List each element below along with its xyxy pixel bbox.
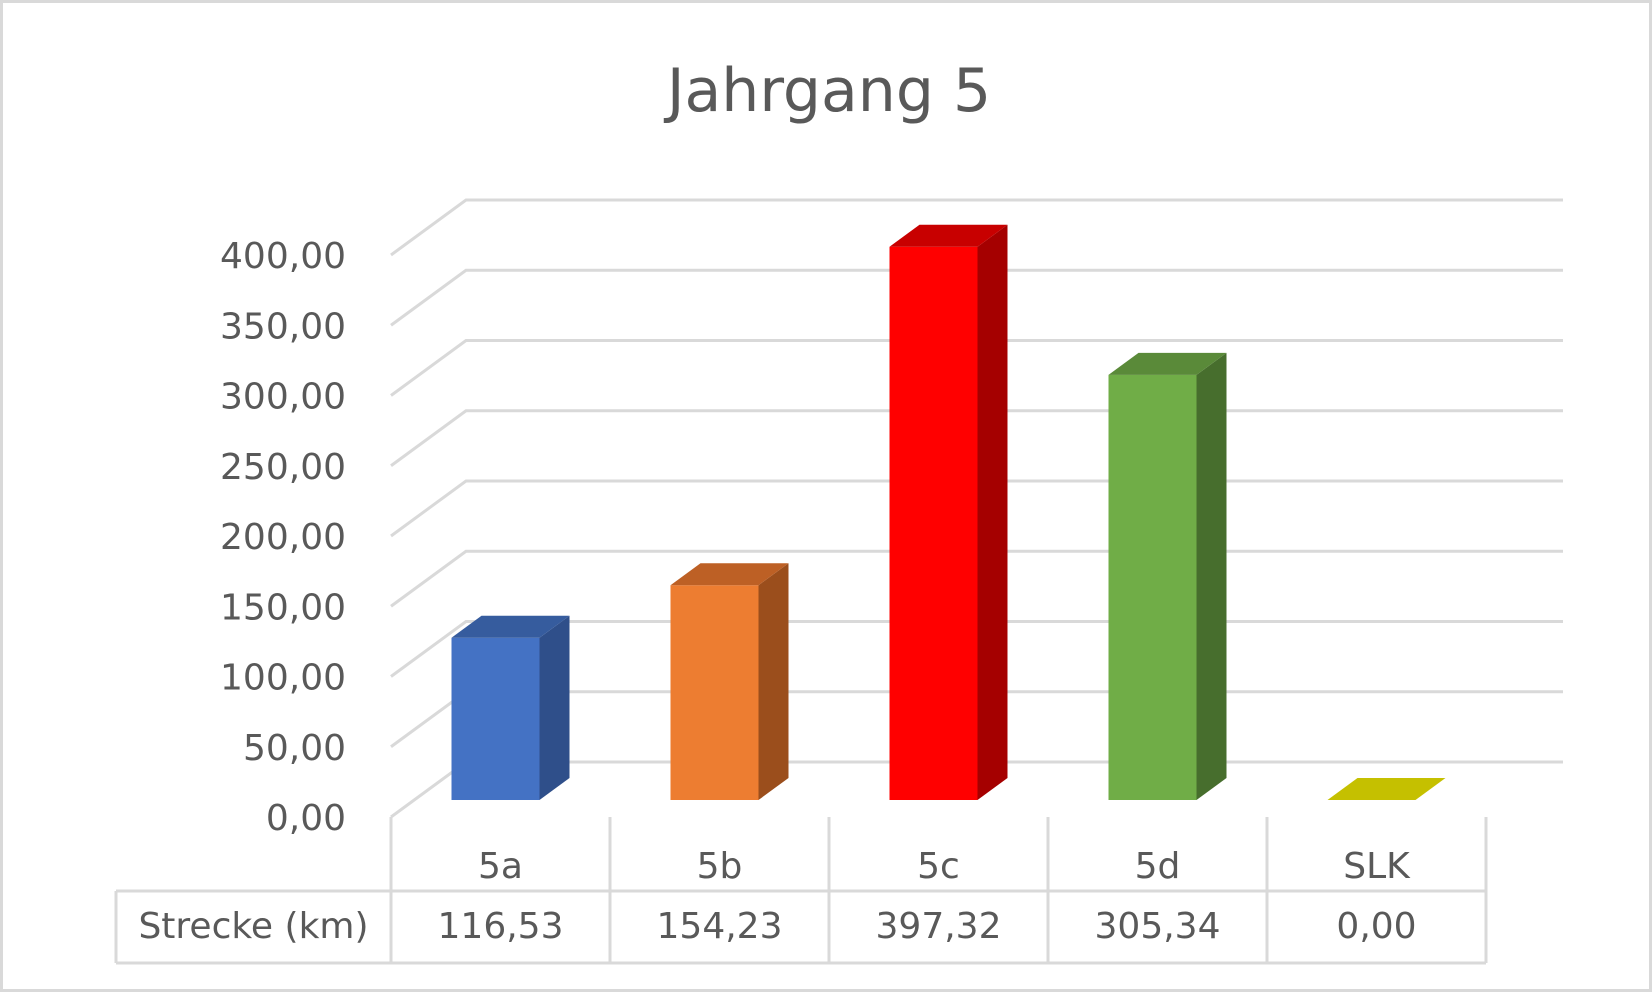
bar-5b [670, 563, 789, 800]
gridlines [390, 198, 1563, 819]
gridline [390, 198, 1563, 257]
gridline [390, 268, 1563, 327]
category-label: 5d [1135, 846, 1181, 887]
bar-front [889, 246, 978, 800]
y-tick-label: 250,00 [220, 447, 346, 488]
value-label: 397,32 [876, 906, 1002, 947]
value-label: 154,23 [657, 906, 783, 947]
category-label: 5a [478, 846, 523, 887]
value-label: 0,00 [1336, 906, 1416, 947]
value-label: 116,53 [438, 906, 564, 947]
chart-title: Jahrgang 5 [663, 56, 991, 126]
y-tick-label: 200,00 [220, 517, 346, 558]
bar-top [1327, 778, 1446, 800]
data-table: Strecke (km) 5a 116,53 5b 154,23 5c 397,32 5d 30… [114, 817, 1488, 965]
y-tick-label: 350,00 [220, 306, 346, 347]
bar-top [889, 224, 1008, 247]
y-tick-label: 100,00 [220, 658, 346, 699]
category-label: SLK [1343, 846, 1411, 887]
y-tick-label: 300,00 [220, 377, 346, 418]
bar-side [1196, 352, 1227, 800]
gridline [390, 339, 1563, 397]
series-name-label: Strecke (km) [138, 906, 368, 947]
bar-front [451, 637, 540, 800]
bar-front [670, 585, 759, 800]
bar-5a [451, 615, 570, 800]
bar-slk [1327, 778, 1446, 800]
bar-5d [1108, 352, 1227, 800]
bar-top [670, 563, 789, 586]
bar-front [1108, 374, 1197, 800]
bar-chart-3d: Jahrgang 5 0,00 50,00 100,00 150,00 200,00 25… [114, 56, 1563, 965]
y-tick-label: 0,00 [266, 798, 346, 839]
category-label: 5c [917, 846, 960, 887]
y-tick-label: 400,00 [220, 236, 346, 277]
bar-top [1108, 352, 1227, 375]
bar-5c [889, 224, 1008, 800]
bars [451, 224, 1446, 800]
y-tick-label: 150,00 [220, 587, 346, 628]
bar-side [539, 615, 570, 800]
bar-side [977, 224, 1008, 800]
y-axis: 0,00 50,00 100,00 150,00 200,00 250,00 300,00 3… [220, 236, 346, 839]
bar-side [758, 563, 789, 800]
bar-top [451, 615, 570, 638]
category-label: 5b [697, 846, 743, 887]
y-tick-label: 50,00 [243, 728, 346, 769]
value-label: 305,34 [1095, 906, 1221, 947]
